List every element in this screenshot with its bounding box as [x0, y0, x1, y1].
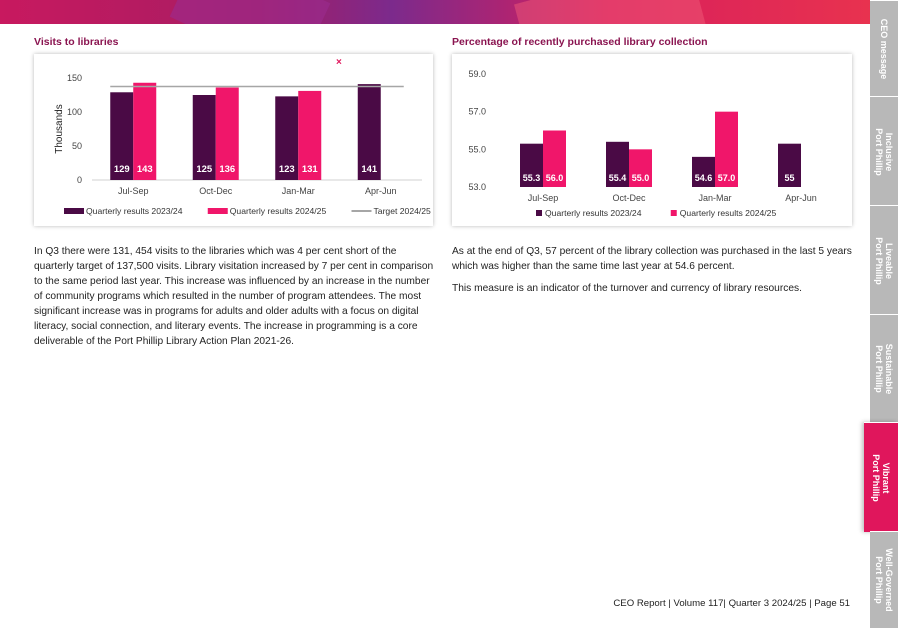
data-label: 136: [219, 164, 235, 175]
tab-label: CEO message: [879, 19, 889, 80]
legend-label: Quarterly results 2023/24: [86, 206, 183, 216]
y-tick-label: 55.0: [468, 144, 486, 154]
data-label: 55: [784, 173, 794, 183]
legend-label: Target 2024/25: [374, 206, 432, 216]
data-label: 55.4: [609, 173, 627, 183]
tab-label-line: Port Phillip: [874, 127, 884, 176]
bar: [215, 87, 239, 180]
tab-label: Well-Governed Port Phillip: [874, 548, 894, 611]
visits-chart-svg: 0 50 100 150 Thousands Jul-Sep 129 143 Oct-Dec 12…: [54, 57, 432, 216]
tab-label-line: Port Phillip: [874, 556, 884, 604]
bar: [275, 96, 299, 180]
legend-swatch: [670, 210, 677, 216]
header-banner: [0, 0, 870, 24]
legend-swatch: [64, 208, 84, 214]
x-tick-label: Jan-Mar: [698, 193, 731, 203]
legend-swatch: [536, 210, 542, 216]
tab-label-line: CEO message: [879, 18, 889, 80]
tab-liveable[interactable]: Liveable Port Phillip: [870, 205, 898, 315]
tab-label-line: Port Phillip: [874, 345, 884, 393]
tab-label: Vibrant Port Phillip: [871, 454, 891, 502]
bar: [192, 95, 216, 180]
y-tick-label: 0: [77, 175, 82, 185]
left-section-title: Visits to libraries: [34, 36, 119, 48]
tab-ceo-message[interactable]: CEO message: [870, 0, 898, 97]
data-label: 55.0: [632, 173, 650, 183]
bar: [543, 130, 566, 187]
tab-label: Sustainable Port Phillip: [874, 344, 894, 395]
tab-vibrant[interactable]: Vibrant Port Phillip: [864, 422, 898, 532]
x-tick-label: Jul-Sep: [118, 186, 149, 196]
data-label: 129: [114, 164, 130, 175]
y-tick-label: 50: [72, 141, 82, 151]
x-tick-label: Oct-Dec: [199, 186, 233, 196]
visits-paragraph: In Q3 there were 131, 454 visits to the …: [34, 246, 434, 347]
visits-chart: 0 50 100 150 Thousands Jul-Sep 129 143 Oct-Dec 12…: [34, 54, 433, 226]
banner-decoration: [169, 0, 331, 24]
tab-label-line: Vibrant: [881, 462, 891, 493]
tab-label-line: Sustainable: [884, 343, 894, 395]
tab-label-line: Well-Governed: [884, 548, 894, 612]
data-label: 55.3: [523, 173, 541, 183]
data-label: 123: [279, 164, 295, 175]
data-label: 56.0: [546, 173, 564, 183]
data-label: 131: [302, 164, 319, 175]
x-tick-label: Jul-Sep: [528, 193, 559, 203]
y-tick-label: 100: [67, 107, 82, 117]
x-tick-label: Oct-Dec: [612, 193, 646, 203]
y-tick-label: 59.0: [468, 69, 486, 79]
collection-chart: 53.0 55.0 57.0 59.0 Jul-Sep 55.3 56.0 Oct-Dec 55…: [452, 54, 852, 226]
data-label: 125: [196, 164, 213, 175]
bar: [629, 149, 652, 187]
legend-swatch: [207, 208, 228, 214]
y-axis-label: Thousands: [54, 104, 65, 153]
right-section-title: Percentage of recently purchased library…: [452, 36, 708, 48]
bar: [715, 111, 738, 187]
tab-label-line: Inclusive: [884, 132, 894, 171]
collection-paragraph-2: This measure is an indicator of the turn…: [452, 283, 802, 294]
bar: [692, 156, 715, 187]
page-footer: CEO Report | Volume 117| Quarter 3 2024/…: [613, 598, 850, 609]
bar: [520, 143, 543, 187]
bar: [133, 82, 157, 180]
bar: [606, 141, 629, 187]
legend-label: Quarterly results 2024/25: [230, 206, 327, 216]
collection-paragraph-1: As at the end of Q3, 57 percent of the l…: [452, 246, 852, 272]
legend-label: Quarterly results 2023/24: [545, 208, 642, 218]
tab-well-governed[interactable]: Well-Governed Port Phillip: [870, 531, 898, 628]
tab-label: Inclusive Port Phillip: [874, 128, 894, 176]
tab-label-line: Port Phillip: [871, 453, 881, 502]
tab-label: Liveable Port Phillip: [874, 237, 894, 285]
x-tick-label: Apr-Jun: [785, 193, 817, 203]
tab-sustainable[interactable]: Sustainable Port Phillip: [870, 314, 898, 423]
y-tick-label: 150: [67, 73, 82, 83]
data-label: 143: [137, 164, 153, 175]
y-tick-label: 57.0: [468, 107, 486, 117]
x-tick-label: Apr-Jun: [365, 186, 397, 196]
legend-label: Quarterly results 2024/25: [680, 208, 777, 218]
bar: [110, 92, 134, 180]
banner-decoration: [514, 0, 706, 24]
collection-chart-svg: 53.0 55.0 57.0 59.0 Jul-Sep 55.3 56.0 Oct-Dec 55…: [468, 69, 817, 218]
tab-inclusive[interactable]: Inclusive Port Phillip: [870, 96, 898, 206]
x-mark-icon: ×: [336, 57, 342, 68]
data-label: 54.6: [695, 173, 713, 183]
data-label: 141: [361, 164, 378, 175]
x-tick-label: Jan-Mar: [282, 186, 315, 196]
bar: [778, 143, 801, 187]
tab-label-line: Liveable: [884, 242, 894, 279]
bar: [357, 84, 381, 180]
data-label: 57.0: [718, 173, 736, 183]
y-tick-label: 53.0: [468, 182, 486, 192]
bar: [298, 90, 322, 180]
tab-label-line: Port Phillip: [874, 236, 884, 285]
section-tabs: CEO message Inclusive Port Phillip Liveable…: [864, 0, 898, 628]
